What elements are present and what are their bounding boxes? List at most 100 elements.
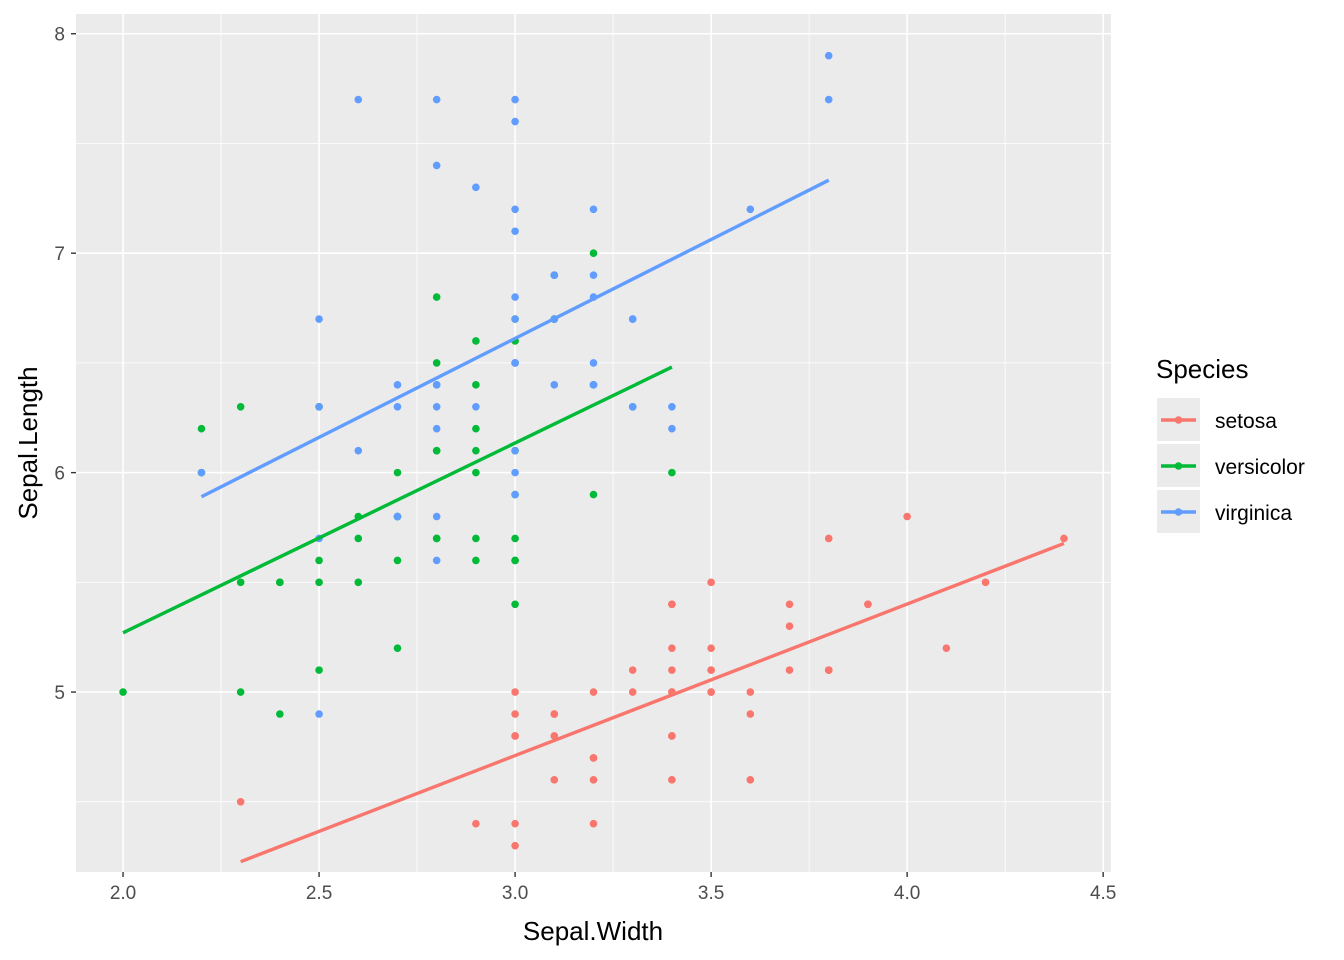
regression-line-versicolor [122,365,673,635]
point-versicolor [276,578,284,587]
point-virginica [746,205,755,214]
point-versicolor [668,468,676,477]
point-setosa [550,776,559,784]
point-setosa [824,534,833,543]
point-setosa [628,666,637,674]
legend-label-versicolor: versicolor [1215,456,1305,479]
point-versicolor [393,468,402,477]
regression-line-setosa [240,541,1065,864]
point-versicolor [393,644,402,652]
point-setosa [550,710,559,718]
y-tick-label: 5 [54,683,65,704]
point-virginica [432,161,441,170]
point-setosa [236,797,245,806]
point-virginica [511,446,519,455]
point-setosa [668,600,676,609]
point-setosa [707,644,715,652]
point-versicolor [432,446,441,455]
point-setosa [628,688,637,696]
point-virginica [511,468,519,477]
point-setosa [511,732,519,740]
point-versicolor [432,534,441,543]
point-virginica [432,95,441,104]
point-setosa [707,578,715,587]
point-setosa [511,841,519,850]
point-versicolor [511,600,519,609]
x-tick-label: 3.0 [502,883,528,904]
point-virginica [393,512,402,521]
point-setosa [981,578,990,587]
point-setosa [589,776,598,784]
legend: Species setosa versicolor virginica [1156,354,1305,533]
point-setosa [511,819,519,828]
point-setosa [668,644,676,652]
point-setosa [824,666,833,674]
y-tick-label: 6 [54,464,65,485]
x-axis: 2.0 2.5 3.0 3.5 4.0 4.5 [110,872,1116,904]
point-versicolor [236,402,245,411]
point-virginica [393,402,402,411]
point-virginica [550,271,559,279]
point-virginica [589,359,598,367]
legend-title: Species [1156,354,1249,384]
point-versicolor [472,381,480,389]
x-tick-label: 2.5 [306,883,332,904]
legend-key-point [1174,462,1183,470]
legend-label-setosa: setosa [1215,410,1277,433]
point-versicolor [432,293,441,301]
point-virginica [511,293,519,301]
point-versicolor [119,688,127,696]
point-virginica [315,402,323,411]
point-setosa [785,666,794,674]
point-setosa [785,600,794,609]
point-versicolor [197,424,206,433]
point-virginica [668,424,676,433]
point-setosa [511,710,519,718]
point-setosa [864,600,872,609]
point-setosa [668,776,676,784]
point-virginica [432,402,441,411]
point-versicolor [472,468,480,477]
point-setosa [785,622,794,631]
point-virginica [824,51,833,60]
point-versicolor [236,688,245,696]
point-setosa [668,666,676,674]
regression-line-virginica [200,178,830,499]
point-virginica [511,117,519,126]
point-setosa [746,776,755,784]
point-setosa [707,688,715,696]
point-virginica [354,95,363,104]
y-tick-label: 7 [54,244,65,265]
point-setosa [589,819,598,828]
x-tick-label: 4.0 [894,883,920,904]
legend-key-point [1174,416,1183,424]
point-versicolor [511,556,519,565]
x-tick-label: 4.5 [1090,883,1116,904]
point-setosa [589,754,598,762]
y-axis-title: Sepal.Length [13,366,43,519]
point-setosa [589,688,598,696]
point-versicolor [472,337,480,345]
point-virginica [315,315,323,323]
point-virginica [511,359,519,367]
point-virginica [589,381,598,389]
point-setosa [746,710,755,718]
point-versicolor [472,446,480,455]
x-tick-label: 2.0 [110,883,136,904]
point-versicolor [315,578,323,587]
y-tick-label: 8 [54,25,65,46]
point-versicolor [472,534,480,543]
point-setosa [511,688,519,696]
point-versicolor [315,666,323,674]
point-setosa [472,819,480,828]
point-versicolor [315,556,323,565]
point-virginica [589,205,598,214]
point-virginica [432,556,441,565]
point-virginica [511,315,519,323]
point-virginica [432,512,441,521]
legend-key-point [1174,508,1183,516]
point-versicolor [393,556,402,565]
point-versicolor [236,578,245,587]
point-versicolor [511,534,519,543]
